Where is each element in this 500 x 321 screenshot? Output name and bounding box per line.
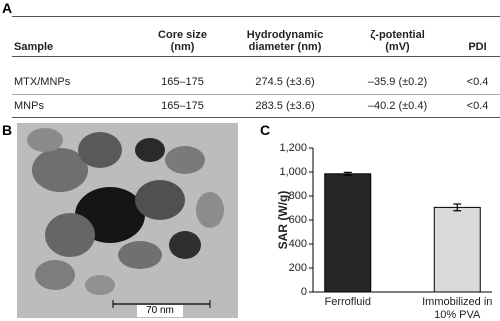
table-row: MTX/MNPs 165–175 274.5 (±3.6) –35.9 (±0.2) <… <box>12 56 500 95</box>
data-table: Sample Core size (nm) Hydrodynamic diamete… <box>12 16 500 118</box>
y-tick-label: 0 <box>301 286 307 298</box>
table-cell: 283.5 (±3.6) <box>230 94 340 118</box>
particle <box>35 260 75 290</box>
header-cell: Sample <box>12 16 135 57</box>
bar <box>433 206 481 293</box>
table-cell: MTX/MNPs <box>12 56 135 95</box>
panel-label: A <box>2 0 13 16</box>
particle <box>165 146 205 174</box>
header-cell: Core size (nm) <box>135 16 230 57</box>
particle <box>196 192 224 228</box>
header-cell: ζ-potential (mV) <box>340 16 455 57</box>
particle <box>32 148 88 192</box>
header-text: PDI <box>468 41 487 53</box>
y-tick-label: 1,200 <box>279 142 307 154</box>
header-row: Sample Core size (nm) Hydrodynamic diamete… <box>12 16 500 57</box>
particle <box>45 213 95 257</box>
x-tick-label: Immobilized in 10% PVA <box>422 296 493 321</box>
particle <box>78 132 122 168</box>
tem-image <box>17 123 238 318</box>
scale-bar-label: 70 nm <box>137 305 183 317</box>
table-cell: MNPs <box>12 94 135 118</box>
table-cell: <0.4 <box>455 56 500 95</box>
header-cell: PDI <box>455 16 500 57</box>
table-cell: –35.9 (±0.2) <box>340 56 455 95</box>
y-tick-label: 800 <box>289 190 307 202</box>
y-tick-label: 600 <box>289 214 307 226</box>
table-cell: –40.2 (±0.4) <box>340 94 455 118</box>
header-text: Hydrodynamic diameter (nm) <box>246 29 324 53</box>
header-cell: Hydrodynamic diameter (nm) <box>230 16 340 57</box>
table-row: MNPs 165–175 283.5 (±3.6) –40.2 (±0.4) <0.4 <box>12 94 500 118</box>
header-text: Core size (nm) <box>158 29 207 53</box>
particle <box>135 180 185 220</box>
header-text: Sample <box>14 41 54 53</box>
particle <box>85 275 115 295</box>
y-tick-label: 400 <box>289 238 307 250</box>
y-axis-label: SAR (W/g) <box>276 191 290 250</box>
y-tick-label: 1,000 <box>279 166 307 178</box>
table-cell: 274.5 (±3.6) <box>230 56 340 95</box>
particle <box>27 128 63 152</box>
error-bar <box>343 171 352 176</box>
particle <box>118 241 162 269</box>
panel-label: B <box>2 122 13 138</box>
panel-label: C <box>260 122 271 138</box>
particle <box>135 138 165 162</box>
header-text: ζ-potential (mV) <box>370 29 425 53</box>
table-cell: 165–175 <box>135 94 230 118</box>
x-tick-label: Ferrofluid <box>324 296 371 308</box>
table-cell: <0.4 <box>455 94 500 118</box>
y-tick-label: 200 <box>289 262 307 274</box>
bar <box>324 173 372 293</box>
table-cell: 165–175 <box>135 56 230 95</box>
particle <box>169 231 201 259</box>
error-bar <box>453 203 462 212</box>
